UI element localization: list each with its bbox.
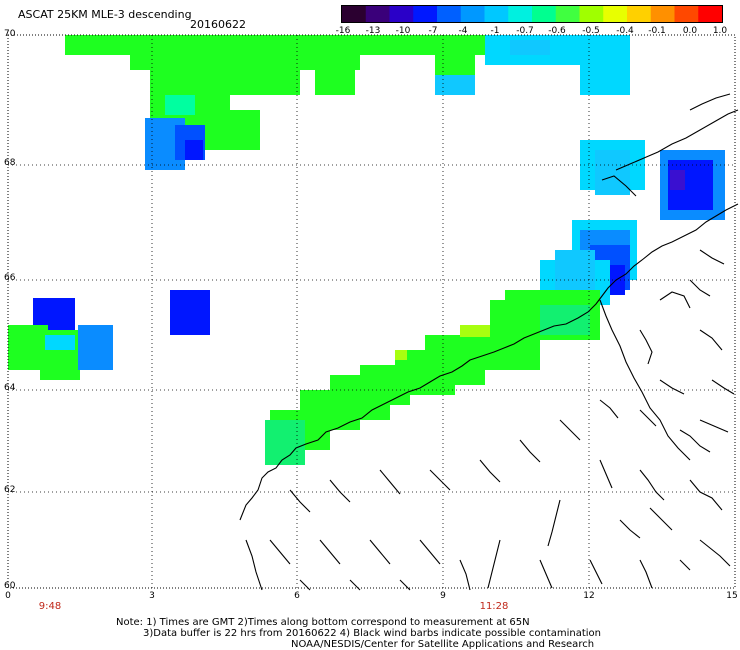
lon-label: 3: [149, 591, 155, 601]
data-cell: [170, 290, 210, 335]
map-frame: [7, 34, 736, 589]
colorbar-segment: [508, 6, 533, 22]
colorbar-label: -0.7: [516, 26, 534, 36]
colorbar-segment: [437, 6, 462, 22]
time-label: 11:28: [479, 601, 509, 612]
note-line-3: NOAA/NESDIS/Center for Satellite Applica…: [291, 639, 595, 650]
data-cell: [510, 40, 550, 55]
colorbar-label: -13: [365, 26, 381, 36]
colorbar-label: -4: [458, 26, 468, 36]
colorbar-segment: [579, 6, 604, 22]
colorbar-segment: [342, 6, 367, 22]
colorbar-segment: [389, 6, 414, 22]
lat-label: 60: [4, 581, 16, 591]
colorbar-segment: [698, 6, 723, 22]
colorbar-label: -16: [335, 26, 351, 36]
data-cell: [435, 55, 475, 75]
graticule: [8, 35, 735, 588]
data-cell: [65, 35, 490, 55]
colorbar-segment: [365, 6, 390, 22]
map-date: 20160622: [190, 18, 246, 31]
colorbar-segment: [484, 6, 509, 22]
map-title: ASCAT 25KM MLE-3 descending: [18, 8, 192, 21]
lon-label: 0: [5, 591, 11, 601]
map-plot: [7, 34, 739, 591]
colorbar-segment: [650, 6, 675, 22]
data-cell: [185, 140, 203, 160]
data-cells: [8, 35, 725, 465]
colorbar-segment: [413, 6, 438, 22]
lon-label: 9: [440, 591, 446, 601]
colorbar-segment: [460, 6, 485, 22]
lon-label: 6: [294, 591, 300, 601]
data-cell: [260, 55, 300, 95]
lat-label: 70: [4, 29, 16, 39]
lat-label: 64: [4, 383, 16, 393]
colorbar-segment: [603, 6, 628, 22]
data-cell: [540, 305, 590, 335]
colorbar-label: -0.4: [616, 26, 634, 36]
colorbar-labels: -16 -13 -10 -7 -4 -1 -0.7 -0.6 -0.5 -0.4…: [335, 26, 730, 38]
note-line-1: Note: 1) Times are GMT 2)Times along bot…: [116, 617, 530, 628]
note-line-2: 3)Data buffer is 22 hrs from 20160622 4)…: [143, 628, 601, 639]
colorbar-label: -0.6: [548, 26, 566, 36]
data-cell: [150, 70, 260, 95]
colorbar-segment: [532, 6, 557, 22]
data-cell: [490, 300, 520, 330]
data-cell: [45, 335, 75, 350]
colorbar-label: -10: [395, 26, 411, 36]
data-cell: [460, 325, 490, 337]
colorbar-label: 0.0: [682, 26, 698, 36]
colorbar-segment: [674, 6, 699, 22]
lat-label: 62: [4, 485, 16, 495]
lat-label: 66: [4, 273, 16, 283]
coastline: [239, 93, 739, 591]
data-cell: [220, 110, 260, 150]
colorbar-label: -0.1: [648, 26, 666, 36]
colorbar: [341, 5, 723, 23]
data-cell: [315, 55, 355, 95]
colorbar-label: -1: [490, 26, 500, 36]
data-cell: [165, 95, 195, 115]
data-cell: [555, 250, 595, 290]
colorbar-segment: [555, 6, 580, 22]
colorbar-segment: [627, 6, 652, 22]
lat-label: 68: [4, 158, 16, 168]
data-cell: [595, 150, 630, 195]
data-cell: [580, 35, 630, 95]
lon-label: 15: [726, 591, 738, 601]
data-cell: [435, 75, 475, 95]
data-cell: [78, 325, 113, 370]
data-cell: [395, 350, 407, 360]
data-cell: [130, 55, 360, 70]
colorbar-label: -7: [428, 26, 438, 36]
time-label: 9:48: [38, 601, 62, 612]
colorbar-label: 1.0: [712, 26, 728, 36]
lon-label: 12: [583, 591, 595, 601]
colorbar-label: -0.5: [582, 26, 600, 36]
data-cell: [670, 170, 685, 190]
